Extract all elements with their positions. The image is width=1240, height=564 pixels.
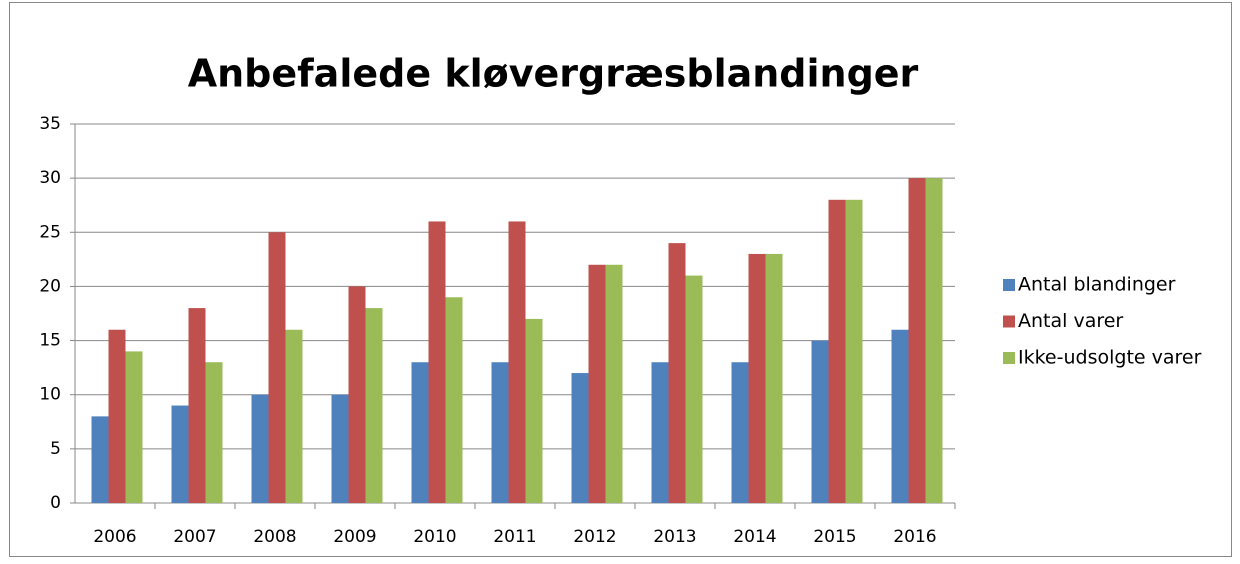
bar: [811, 340, 829, 503]
bar: [571, 373, 589, 503]
bar: [428, 221, 446, 503]
bar: [668, 243, 686, 503]
bar: [748, 253, 766, 503]
x-tick-label: 2015: [813, 527, 856, 547]
y-tick-label: 5: [50, 439, 61, 459]
legend-swatch: [1003, 352, 1015, 364]
bar: [285, 329, 303, 503]
legend-label: Antal blandinger: [1018, 274, 1176, 296]
bar: [588, 264, 606, 503]
bar: [108, 329, 126, 503]
bar: [268, 232, 286, 504]
x-tick-label: 2013: [653, 527, 696, 547]
bar: [491, 362, 509, 503]
x-tick-label: 2007: [173, 527, 216, 547]
chart-title: Anbefalede kløvergræsblandinger: [188, 52, 919, 96]
x-tick-label: 2009: [333, 527, 376, 547]
legend-swatch: [1003, 279, 1015, 291]
bar: [828, 199, 846, 504]
bar: [908, 178, 926, 503]
x-tick-label: 2010: [413, 527, 456, 547]
bar: [365, 308, 383, 503]
bar: [348, 286, 366, 503]
bar: [508, 221, 526, 503]
bar: [125, 351, 143, 503]
bar: [891, 329, 909, 503]
y-tick-label: 15: [39, 331, 61, 351]
bar: [525, 318, 543, 503]
x-tick-label: 2014: [733, 527, 776, 547]
bar: [171, 405, 189, 503]
y-tick-label: 20: [39, 276, 61, 296]
y-tick-label: 10: [39, 385, 61, 405]
y-tick-label: 35: [39, 114, 61, 134]
bar: [925, 178, 943, 503]
x-tick-label: 2006: [93, 527, 136, 547]
bar: [445, 297, 463, 503]
x-tick-label: 2012: [573, 527, 616, 547]
bar: [731, 362, 749, 503]
x-tick-label: 2016: [893, 527, 936, 547]
legend-label: Antal varer: [1018, 310, 1123, 332]
bar: [411, 362, 429, 503]
legend-swatch: [1003, 315, 1015, 328]
bar: [651, 362, 669, 503]
bar: [188, 308, 206, 503]
bar: [765, 253, 783, 503]
bar: [605, 264, 623, 503]
x-tick-label: 2008: [253, 527, 296, 547]
bar: [91, 416, 109, 503]
x-tick-label: 2011: [493, 527, 536, 547]
bar: [251, 394, 269, 503]
legend-label: Ikke-udsolgte varer: [1018, 347, 1202, 369]
y-tick-label: 0: [50, 493, 61, 513]
bar: [205, 362, 223, 503]
bar: [331, 394, 349, 503]
y-tick-label: 25: [39, 222, 61, 242]
bar: [845, 199, 863, 504]
y-tick-label: 30: [39, 168, 61, 188]
bar: [685, 275, 703, 503]
